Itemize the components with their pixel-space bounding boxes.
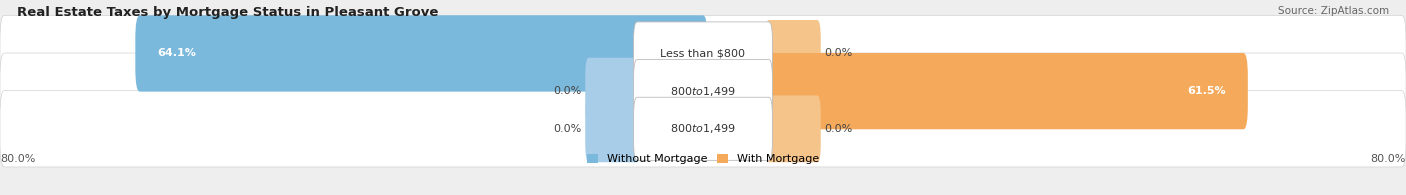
- Text: 0.0%: 0.0%: [824, 49, 852, 58]
- FancyBboxPatch shape: [585, 58, 641, 125]
- Text: 61.5%: 61.5%: [1187, 86, 1226, 96]
- FancyBboxPatch shape: [135, 15, 707, 92]
- FancyBboxPatch shape: [0, 91, 1406, 167]
- FancyBboxPatch shape: [0, 53, 1406, 129]
- Text: 0.0%: 0.0%: [554, 124, 582, 134]
- Text: Real Estate Taxes by Mortgage Status in Pleasant Grove: Real Estate Taxes by Mortgage Status in …: [17, 6, 439, 19]
- FancyBboxPatch shape: [699, 53, 1249, 129]
- Text: 80.0%: 80.0%: [0, 154, 35, 164]
- Text: 0.0%: 0.0%: [824, 124, 852, 134]
- FancyBboxPatch shape: [765, 20, 821, 87]
- FancyBboxPatch shape: [585, 95, 641, 162]
- Text: 64.1%: 64.1%: [157, 49, 197, 58]
- Text: $800 to $1,499: $800 to $1,499: [671, 85, 735, 98]
- FancyBboxPatch shape: [634, 97, 772, 160]
- Legend: Without Mortgage, With Mortgage: Without Mortgage, With Mortgage: [588, 154, 818, 164]
- Text: 80.0%: 80.0%: [1371, 154, 1406, 164]
- FancyBboxPatch shape: [634, 22, 772, 85]
- Text: Source: ZipAtlas.com: Source: ZipAtlas.com: [1278, 6, 1389, 16]
- Text: 0.0%: 0.0%: [554, 86, 582, 96]
- Text: $800 to $1,499: $800 to $1,499: [671, 122, 735, 135]
- FancyBboxPatch shape: [634, 60, 772, 123]
- Text: Less than $800: Less than $800: [661, 49, 745, 58]
- FancyBboxPatch shape: [0, 15, 1406, 92]
- FancyBboxPatch shape: [765, 95, 821, 162]
